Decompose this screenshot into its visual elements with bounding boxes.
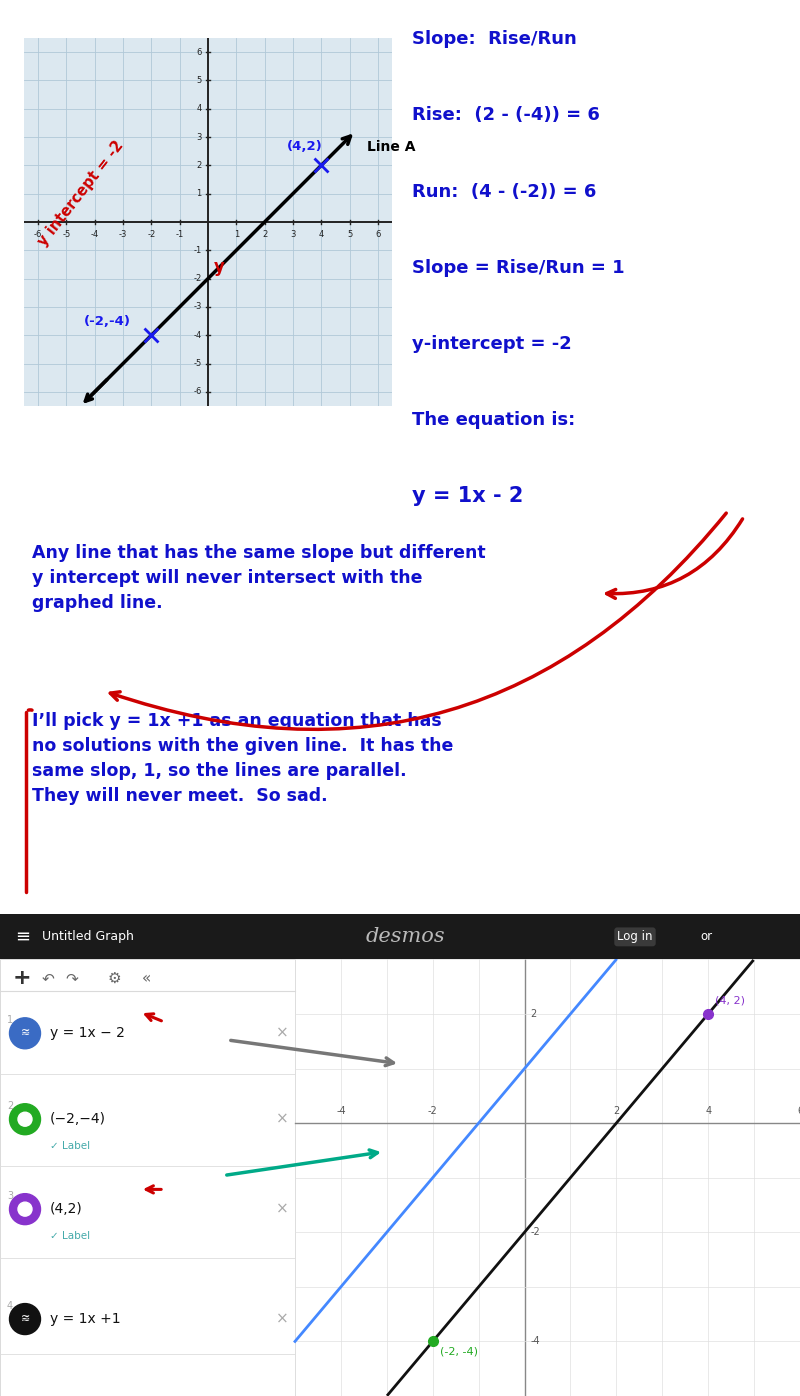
Text: 6: 6	[375, 230, 381, 239]
Text: ⚙: ⚙	[108, 970, 122, 986]
Circle shape	[10, 1194, 41, 1224]
Text: y: y	[214, 257, 225, 275]
Text: -4: -4	[194, 331, 202, 339]
Text: ✓ Label: ✓ Label	[50, 1231, 90, 1241]
Text: 4: 4	[7, 1301, 13, 1311]
Circle shape	[10, 1304, 41, 1335]
Text: -4: -4	[530, 1336, 540, 1346]
Text: Run:  (4 - (-2)) = 6: Run: (4 - (-2)) = 6	[412, 183, 596, 201]
Text: 6: 6	[196, 47, 202, 57]
Text: y intercept = -2: y intercept = -2	[35, 138, 127, 250]
Text: Any line that has the same slope but different
y intercept will never intersect : Any line that has the same slope but dif…	[32, 544, 486, 613]
Text: Slope:  Rise/Run: Slope: Rise/Run	[412, 31, 577, 47]
Text: 2: 2	[614, 1106, 619, 1115]
Text: -2: -2	[530, 1227, 540, 1237]
Text: y = 1x − 2: y = 1x − 2	[50, 1026, 125, 1040]
Text: +: +	[13, 969, 32, 988]
Text: or: or	[700, 930, 712, 944]
Text: 5: 5	[197, 75, 202, 85]
Text: desmos: desmos	[365, 927, 445, 946]
Text: 4: 4	[705, 1106, 711, 1115]
Text: I’ll pick y = 1x +1 as an equation that has
no solutions with the given line.  I: I’ll pick y = 1x +1 as an equation that …	[32, 712, 454, 805]
Text: ×: ×	[276, 1111, 288, 1127]
Text: 4: 4	[318, 230, 324, 239]
Text: y-intercept = -2: y-intercept = -2	[412, 335, 572, 353]
Text: -4: -4	[90, 230, 99, 239]
FancyBboxPatch shape	[295, 959, 800, 1396]
Text: 3: 3	[7, 1191, 13, 1201]
Text: «: «	[142, 970, 151, 986]
Text: 3: 3	[196, 133, 202, 141]
Text: 2: 2	[197, 161, 202, 170]
Text: Log in: Log in	[618, 930, 653, 944]
Text: 1: 1	[197, 188, 202, 198]
Text: 1: 1	[7, 1015, 13, 1025]
Text: -5: -5	[194, 359, 202, 369]
Text: -1: -1	[175, 230, 184, 239]
Text: -2: -2	[428, 1106, 438, 1115]
Text: y = 1x - 2: y = 1x - 2	[412, 486, 523, 507]
Text: 3: 3	[290, 230, 296, 239]
Text: The equation is:: The equation is:	[412, 412, 575, 429]
Text: ≋: ≋	[20, 1029, 30, 1039]
Text: -6: -6	[194, 387, 202, 396]
Text: (−2,−4): (−2,−4)	[50, 1113, 106, 1127]
Text: ×: ×	[276, 1026, 288, 1041]
Text: 5: 5	[347, 230, 352, 239]
Text: Untitled Graph: Untitled Graph	[42, 930, 134, 944]
Text: (-2,-4): (-2,-4)	[83, 315, 130, 328]
Text: 2: 2	[7, 1101, 14, 1111]
Text: ×: ×	[276, 1202, 288, 1217]
Text: (4, 2): (4, 2)	[715, 995, 745, 1007]
Text: Line A: Line A	[366, 140, 415, 154]
Circle shape	[10, 1104, 41, 1135]
Text: y = 1x +1: y = 1x +1	[50, 1312, 121, 1326]
Text: ×: ×	[276, 1312, 288, 1326]
Text: -3: -3	[194, 303, 202, 311]
Text: -4: -4	[336, 1106, 346, 1115]
Text: 2: 2	[530, 1009, 537, 1019]
Circle shape	[10, 1018, 41, 1048]
Circle shape	[18, 1202, 32, 1216]
Text: -2: -2	[147, 230, 155, 239]
Text: 1: 1	[234, 230, 239, 239]
Text: ↷: ↷	[65, 970, 78, 986]
FancyBboxPatch shape	[0, 914, 800, 959]
Text: (4,2): (4,2)	[50, 1202, 82, 1216]
Text: -5: -5	[62, 230, 70, 239]
Text: ↶: ↶	[42, 970, 54, 986]
Text: Rise:  (2 - (-4)) = 6: Rise: (2 - (-4)) = 6	[412, 106, 600, 124]
Text: ✓ Label: ✓ Label	[50, 1141, 90, 1152]
Text: -2: -2	[194, 274, 202, 283]
Text: ≡: ≡	[15, 928, 30, 946]
Text: Slope = Rise/Run = 1: Slope = Rise/Run = 1	[412, 258, 625, 276]
Text: ≋: ≋	[20, 1314, 30, 1323]
Text: 6: 6	[797, 1106, 800, 1115]
Text: -3: -3	[119, 230, 127, 239]
FancyBboxPatch shape	[0, 959, 295, 1396]
Text: 4: 4	[197, 105, 202, 113]
Text: -6: -6	[34, 230, 42, 239]
Text: (4,2): (4,2)	[287, 140, 323, 152]
Text: (-2, -4): (-2, -4)	[440, 1346, 478, 1357]
Circle shape	[18, 1113, 32, 1127]
Text: 2: 2	[262, 230, 267, 239]
Text: -1: -1	[194, 246, 202, 255]
